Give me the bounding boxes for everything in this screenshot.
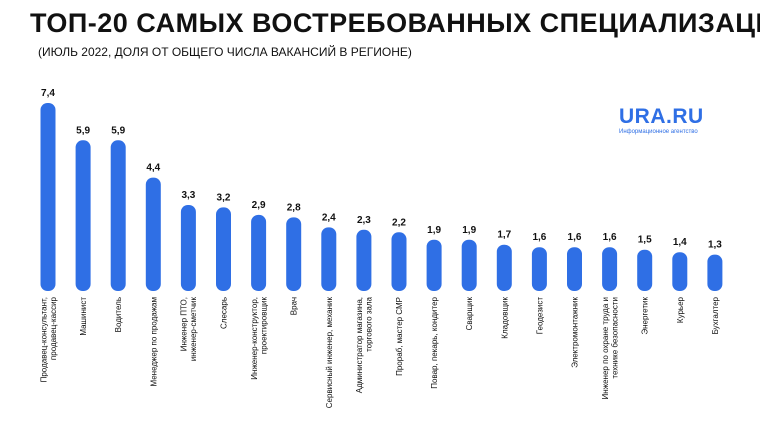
category-label-12: Повар, пекарь, кондитер: [430, 296, 439, 388]
category-label-line: продавец-кассир: [49, 296, 58, 360]
value-label-7: 2,9: [252, 200, 266, 211]
category-label-line: Электромонтажник: [571, 297, 580, 368]
value-label-11: 2,2: [392, 217, 406, 228]
value-label-2: 5,9: [76, 125, 90, 136]
category-label-line: Администратор магазина,: [355, 297, 364, 393]
value-label-3: 5,9: [111, 125, 125, 136]
value-label-10: 2,3: [357, 215, 371, 226]
category-label-line: Сварщик: [465, 297, 474, 331]
bar-4: [145, 177, 161, 291]
logo-tagline: Информационное агентство: [619, 129, 698, 135]
category-label-line: Кладовщик: [500, 297, 509, 339]
category-label-line: Бухгалтер: [711, 296, 720, 334]
category-label-line: Инженер-конструктор,: [250, 297, 259, 380]
category-label-line: Машинист: [79, 297, 88, 336]
category-label-line: Менеджер по продажам: [149, 297, 158, 387]
bar-13: [461, 239, 477, 291]
bar-5: [180, 204, 196, 291]
category-label-line: торгового зала: [365, 296, 374, 351]
category-label-2: Машинист: [79, 297, 88, 336]
value-label-20: 1,3: [708, 240, 722, 251]
category-label-15: Геодезист: [535, 297, 544, 335]
bar-7: [251, 214, 267, 291]
bar-18: [637, 249, 653, 291]
chart-title: ТОП-20 САМЫХ ВОСТРЕБОВАННЫХ СПЕЦИАЛИЗАЦИ…: [30, 8, 760, 38]
bar-14: [496, 244, 512, 291]
value-label-5: 3,3: [181, 190, 195, 201]
bar-20: [707, 254, 723, 291]
bar-8: [286, 217, 302, 291]
value-label-6: 3,2: [217, 192, 231, 203]
bar-12: [426, 239, 442, 291]
category-label-8: Врач: [290, 297, 299, 315]
value-label-12: 1,9: [427, 225, 441, 236]
logo: URA.RU Информационное агентство: [619, 106, 704, 136]
bar-11: [391, 232, 407, 291]
category-label-line: Энергетик: [641, 297, 650, 335]
logo-text: URA.RU: [619, 105, 704, 128]
category-label-9: Сервисный инженер, механик: [325, 297, 334, 409]
bar-9: [321, 227, 337, 291]
category-label-line: Прораб, мастер СМР: [395, 297, 404, 376]
chart-subtitle: (ИЮЛЬ 2022, ДОЛЯ ОТ ОБЩЕГО ЧИСЛА ВАКАНСИ…: [38, 45, 412, 59]
category-label-line: Инженер ПТО,: [180, 297, 189, 351]
value-label-17: 1,6: [603, 232, 617, 243]
bar-19: [672, 252, 688, 291]
bar-6: [216, 207, 231, 291]
category-label-20: Бухгалтер: [711, 296, 720, 334]
bar-15: [531, 247, 547, 291]
bar-2: [75, 140, 91, 291]
value-label-15: 1,6: [532, 232, 546, 243]
category-label-line: Повар, пекарь, кондитер: [430, 296, 439, 388]
category-label-line: Курьер: [676, 296, 685, 323]
value-label-18: 1,5: [638, 235, 652, 246]
category-label-line: технике безопасности: [610, 297, 619, 379]
value-label-14: 1,7: [497, 230, 511, 241]
bar-17: [602, 247, 618, 291]
value-label-8: 2,8: [287, 202, 301, 213]
category-label-line: Врач: [290, 297, 299, 315]
category-label-4: Менеджер по продажам: [149, 297, 158, 387]
category-label-11: Прораб, мастер СМР: [395, 297, 404, 376]
category-label-line: инженер-сметчик: [189, 297, 198, 362]
category-label-17: Инженер по охране труда и технике безопас…: [601, 297, 620, 399]
category-label-5: Инженер ПТО, инженер-сметчик: [180, 297, 199, 362]
category-label-6: Слесарь: [220, 297, 229, 329]
category-label-line: Инженер по охране труда и: [601, 297, 610, 399]
category-label-7: Инженер-конструктор, проектировщик: [250, 297, 269, 380]
category-label-10: Администратор магазина, торгового зала: [355, 296, 374, 393]
category-label-19: Курьер: [676, 296, 685, 323]
category-label-line: Водитель: [114, 297, 123, 332]
bar-16: [567, 247, 582, 291]
value-label-16: 1,6: [568, 232, 582, 243]
category-label-line: Сервисный инженер, механик: [325, 297, 334, 409]
category-label-line: Продавец-консультант,: [39, 297, 48, 382]
category-label-line: Слесарь: [220, 297, 229, 329]
category-label-line: проектировщик: [259, 297, 268, 355]
category-label-line: Геодезист: [535, 297, 544, 335]
value-label-9: 2,4: [322, 212, 336, 223]
category-label-18: Энергетик: [641, 297, 650, 335]
bar-3: [110, 140, 126, 291]
category-label-3: Водитель: [114, 297, 123, 332]
category-label-14: Кладовщик: [500, 297, 509, 339]
category-label-1: Продавец-консультант, продавец-кассир: [39, 296, 58, 382]
category-label-16: Электромонтажник: [571, 297, 580, 368]
value-label-13: 1,9: [462, 225, 476, 236]
value-label-4: 4,4: [146, 163, 160, 174]
bar-10: [356, 229, 372, 291]
value-label-1: 7,4: [41, 88, 55, 99]
value-label-19: 1,4: [673, 237, 687, 248]
bar-1: [40, 103, 56, 291]
category-label-13: Сварщик: [465, 297, 474, 331]
